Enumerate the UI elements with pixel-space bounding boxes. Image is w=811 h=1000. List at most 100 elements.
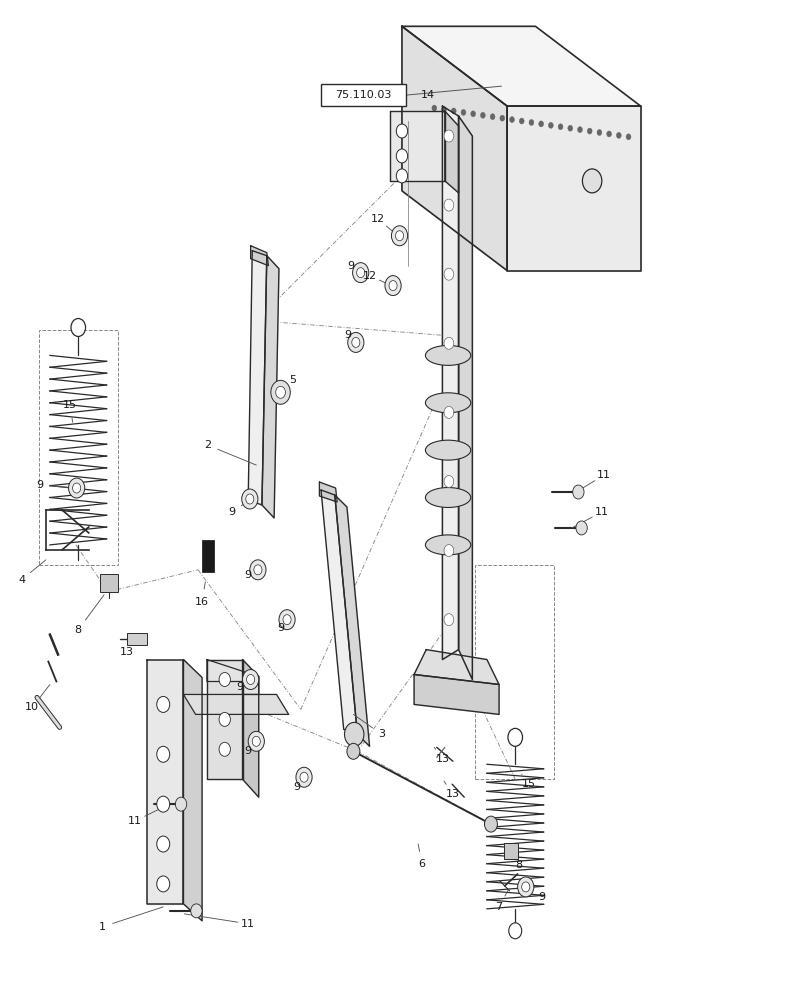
Polygon shape — [401, 26, 640, 106]
Ellipse shape — [425, 345, 470, 365]
Circle shape — [521, 882, 529, 892]
Circle shape — [586, 128, 591, 134]
Ellipse shape — [425, 393, 470, 413]
Text: 9: 9 — [244, 570, 251, 580]
Circle shape — [509, 117, 514, 123]
Text: 13: 13 — [120, 647, 134, 657]
Circle shape — [219, 712, 230, 726]
Circle shape — [470, 111, 475, 117]
Text: 11: 11 — [128, 816, 142, 826]
Circle shape — [547, 122, 552, 128]
Polygon shape — [401, 26, 507, 271]
Circle shape — [175, 797, 187, 811]
Circle shape — [248, 731, 264, 751]
Text: 9: 9 — [293, 782, 300, 792]
Polygon shape — [444, 111, 458, 193]
Text: 11: 11 — [597, 470, 611, 480]
Circle shape — [500, 115, 504, 121]
Circle shape — [444, 337, 453, 349]
Circle shape — [444, 130, 453, 142]
Circle shape — [157, 746, 169, 762]
Circle shape — [461, 109, 466, 115]
Text: 15: 15 — [521, 779, 535, 789]
Circle shape — [191, 904, 202, 918]
Circle shape — [279, 610, 294, 630]
Text: 5: 5 — [289, 375, 296, 385]
Bar — [504, 843, 518, 859]
Circle shape — [157, 696, 169, 712]
Polygon shape — [248, 251, 267, 505]
Text: 7: 7 — [495, 902, 502, 912]
Circle shape — [250, 560, 266, 580]
Circle shape — [356, 268, 364, 278]
Circle shape — [396, 149, 407, 163]
Circle shape — [246, 494, 254, 504]
Circle shape — [242, 489, 258, 509]
Text: 15: 15 — [63, 400, 77, 410]
Ellipse shape — [425, 488, 470, 507]
Bar — [127, 633, 147, 645]
Circle shape — [347, 332, 363, 352]
Circle shape — [219, 673, 230, 686]
Circle shape — [484, 816, 497, 832]
Circle shape — [444, 545, 453, 557]
Text: 75.110.03: 75.110.03 — [335, 90, 391, 100]
Polygon shape — [183, 694, 288, 714]
Text: 11: 11 — [594, 507, 608, 517]
Circle shape — [557, 124, 562, 130]
Circle shape — [538, 121, 543, 127]
Circle shape — [572, 485, 583, 499]
Circle shape — [68, 478, 84, 498]
Circle shape — [391, 226, 407, 246]
Circle shape — [444, 199, 453, 211]
Text: 10: 10 — [25, 702, 39, 712]
Text: 9: 9 — [277, 623, 284, 633]
Text: 9: 9 — [228, 507, 235, 517]
Text: 9: 9 — [538, 892, 545, 902]
Circle shape — [431, 105, 436, 111]
Circle shape — [444, 268, 453, 280]
Circle shape — [351, 337, 359, 347]
Text: 8: 8 — [515, 860, 522, 870]
Circle shape — [444, 406, 453, 418]
Circle shape — [444, 614, 453, 626]
Circle shape — [396, 169, 407, 183]
Circle shape — [157, 836, 169, 852]
Text: 11: 11 — [241, 919, 255, 929]
Bar — [202, 540, 214, 572]
Circle shape — [299, 772, 307, 782]
Circle shape — [567, 125, 572, 131]
Circle shape — [346, 743, 359, 759]
Circle shape — [395, 231, 403, 241]
Bar — [100, 574, 118, 592]
Polygon shape — [442, 106, 458, 660]
Circle shape — [71, 319, 85, 336]
Text: 9: 9 — [36, 480, 44, 490]
Ellipse shape — [425, 440, 470, 460]
Text: 1: 1 — [99, 922, 106, 932]
Circle shape — [444, 475, 453, 487]
Text: 8: 8 — [75, 625, 82, 635]
Polygon shape — [207, 660, 259, 694]
Circle shape — [352, 263, 368, 283]
Polygon shape — [207, 660, 242, 779]
Circle shape — [388, 281, 397, 291]
Ellipse shape — [425, 535, 470, 555]
Circle shape — [283, 615, 290, 625]
Polygon shape — [389, 111, 444, 181]
Circle shape — [606, 131, 611, 137]
Bar — [474, 565, 553, 779]
Polygon shape — [262, 256, 279, 518]
Polygon shape — [147, 660, 183, 904]
Circle shape — [72, 483, 80, 493]
Polygon shape — [507, 106, 640, 271]
Circle shape — [157, 796, 169, 812]
Circle shape — [441, 107, 446, 113]
Circle shape — [157, 876, 169, 892]
Circle shape — [581, 169, 601, 193]
Bar — [39, 330, 118, 565]
Circle shape — [276, 386, 285, 398]
Circle shape — [271, 380, 290, 404]
Circle shape — [451, 108, 456, 114]
Text: 9: 9 — [244, 746, 251, 756]
